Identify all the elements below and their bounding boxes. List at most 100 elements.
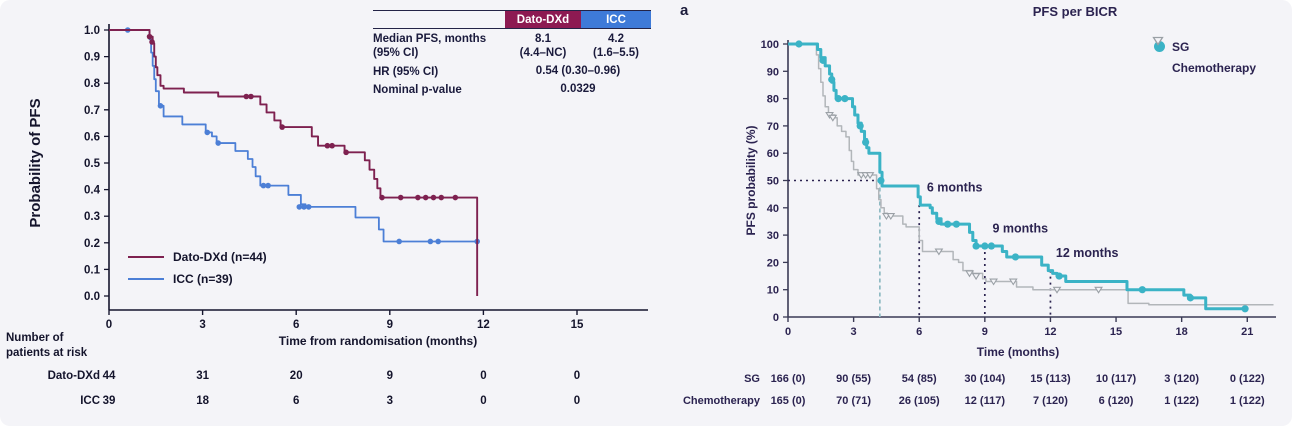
svg-text:15: 15 — [571, 319, 584, 331]
right-km-annotation-9-months: 9 months — [992, 221, 1048, 235]
svg-text:6 months: 6 months — [927, 180, 983, 194]
svg-text:80: 80 — [767, 94, 779, 106]
svg-text:0: 0 — [480, 395, 486, 407]
svg-text:50: 50 — [767, 176, 779, 188]
stats-row-hr: HR (95% CI) 0.54 (0.30–0.96) — [373, 62, 651, 80]
svg-text:10: 10 — [767, 285, 779, 297]
pvalue-value: 0.0329 — [560, 83, 596, 96]
svg-text:1 (122): 1 (122) — [1164, 395, 1199, 407]
svg-text:Chemotherapy: Chemotherapy — [683, 395, 761, 407]
median-pfs-dato-value: 8.1 — [535, 33, 551, 45]
panel-label-a: a — [680, 2, 689, 19]
svg-text:20: 20 — [290, 370, 303, 382]
svg-text:Time from randomisation (month: Time from randomisation (months) — [279, 334, 477, 348]
svg-text:10 (117): 10 (117) — [1096, 373, 1137, 385]
svg-text:166 (0): 166 (0) — [771, 373, 806, 385]
stats-table-corner-cell — [373, 11, 505, 28]
legend-label-icc: ICC (n=39) — [173, 272, 233, 286]
svg-text:165 (0): 165 (0) — [771, 395, 806, 407]
svg-text:26 (105): 26 (105) — [899, 395, 940, 407]
left-km-y-axis-title: Probability of PFS — [27, 98, 44, 227]
right-km-series-sg — [788, 42, 1246, 311]
svg-text:21: 21 — [1241, 326, 1253, 338]
legend-label-dato-dxd: Dato-DXd (n=44) — [173, 250, 267, 264]
svg-text:6: 6 — [293, 319, 299, 331]
svg-text:6: 6 — [293, 395, 299, 407]
left-km-series-dato-dxd-n-44- — [109, 29, 479, 296]
svg-text:20: 20 — [767, 257, 779, 269]
svg-text:12: 12 — [477, 319, 490, 331]
svg-text:9: 9 — [387, 319, 393, 331]
svg-text:0: 0 — [574, 395, 580, 407]
left-km-risk-table: Number of patients at risk Dato-DXd 44 31 20 9… — [6, 332, 580, 407]
svg-text:15 (113): 15 (113) — [1030, 373, 1071, 385]
svg-text:ICC: ICC — [80, 395, 100, 407]
svg-text:SG: SG — [744, 373, 760, 385]
left-km-x-axis-title: Time from randomisation (months) — [279, 334, 477, 348]
legend-item-chemotherapy: Chemotherapy — [1152, 36, 1257, 78]
svg-text:PFS probability (%): PFS probability (%) — [744, 125, 758, 235]
right-km-y-axis-title: PFS probability (%) — [744, 125, 758, 235]
right-km-annotation-12-months: 12 months — [1056, 246, 1119, 260]
svg-text:0.4: 0.4 — [84, 185, 101, 197]
right-km-censor-marks-2 — [795, 40, 1249, 313]
svg-text:3: 3 — [199, 319, 205, 331]
hr-label: HR (95% CI) — [373, 65, 439, 78]
median-pfs-dato-ci: (4.4–NC) — [519, 47, 567, 60]
svg-text:39: 39 — [103, 395, 116, 407]
svg-text:Number of: Number of — [6, 332, 64, 344]
hr-value: 0.54 (0.30–0.96) — [535, 64, 621, 77]
svg-text:0: 0 — [785, 326, 791, 338]
svg-text:Dato-DXd: Dato-DXd — [48, 370, 100, 382]
svg-text:0.2: 0.2 — [84, 238, 100, 250]
legend-item-sg: SG — [1152, 36, 1256, 57]
median-pfs-icc-value: 4.2 — [608, 33, 624, 45]
svg-text:0.7: 0.7 — [84, 105, 100, 117]
right-km-censor-marks-1 — [825, 112, 1103, 294]
svg-text:0: 0 — [480, 370, 486, 382]
right-km-panel: a PFS per BICR 0 3 6 9 12 15 18 21 0 10 20 30 40 50 60… — [660, 0, 1292, 426]
svg-text:100: 100 — [761, 39, 779, 51]
svg-text:70: 70 — [767, 121, 779, 133]
svg-text:9 months: 9 months — [992, 221, 1048, 235]
stats-inset-table: Dato-DXd ICC Median PFS, months (95% CI) … — [373, 10, 651, 99]
svg-text:0: 0 — [773, 312, 779, 324]
left-km-censor-marks-2 — [146, 33, 459, 201]
stats-row-median-pfs: Median PFS, months (95% CI) 8.1 (4.4–NC) 4… — [373, 29, 651, 62]
stats-col-icc: ICC — [581, 11, 651, 28]
svg-text:0 (122): 0 (122) — [1230, 373, 1265, 385]
svg-text:1.0: 1.0 — [84, 25, 100, 37]
stats-table-header-row: Dato-DXd ICC — [373, 11, 651, 29]
svg-text:18: 18 — [196, 395, 209, 407]
svg-text:7 (120): 7 (120) — [1033, 395, 1068, 407]
svg-text:54 (85): 54 (85) — [902, 373, 937, 385]
svg-text:90 (55): 90 (55) — [836, 373, 871, 385]
svg-text:0.3: 0.3 — [84, 211, 100, 223]
stats-row-pvalue: Nominal p-value 0.0329 — [373, 80, 651, 98]
right-km-series-chemotherapy — [788, 43, 1274, 306]
svg-text:90: 90 — [767, 66, 779, 78]
median-pfs-ci-label: (95% CI) — [373, 47, 419, 60]
sg-circle-icon — [1152, 41, 1166, 52]
svg-text:Time (months): Time (months) — [977, 345, 1059, 359]
svg-text:9: 9 — [387, 370, 393, 382]
svg-text:patients at risk: patients at risk — [6, 347, 88, 359]
svg-text:0: 0 — [106, 319, 112, 331]
legend-label-chemotherapy: Chemotherapy — [1172, 60, 1257, 75]
dato-dxd-line-swatch — [128, 255, 164, 259]
median-pfs-label: Median PFS, months — [373, 33, 487, 45]
svg-text:6 (120): 6 (120) — [1099, 395, 1134, 407]
svg-text:0.6: 0.6 — [84, 131, 100, 143]
svg-text:3 (120): 3 (120) — [1164, 373, 1199, 385]
svg-text:6: 6 — [916, 326, 922, 338]
median-pfs-icc-ci: (1.6–5.5) — [592, 47, 640, 60]
svg-text:1 (122): 1 (122) — [1230, 395, 1265, 407]
svg-text:40: 40 — [767, 203, 779, 215]
svg-text:12 months: 12 months — [1056, 246, 1119, 260]
svg-text:3: 3 — [851, 326, 857, 338]
svg-text:70 (71): 70 (71) — [836, 395, 871, 407]
svg-text:30 (104): 30 (104) — [964, 373, 1005, 385]
svg-text:0.8: 0.8 — [84, 78, 101, 90]
svg-text:9: 9 — [982, 326, 988, 338]
svg-text:15: 15 — [1110, 326, 1122, 338]
